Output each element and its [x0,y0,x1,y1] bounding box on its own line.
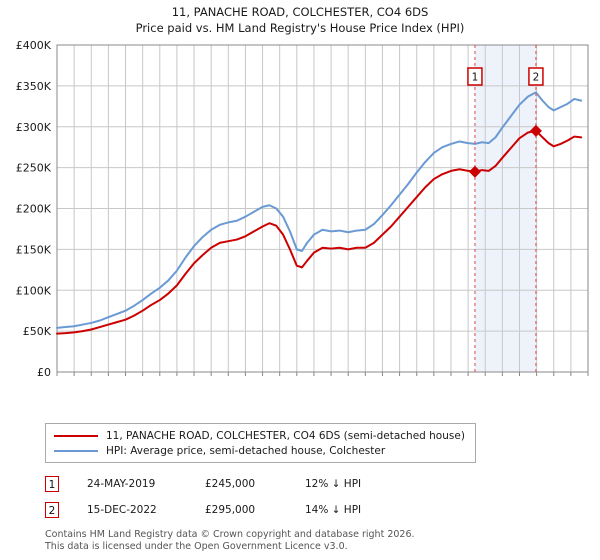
y-axis-tick-label: £200K [16,203,52,216]
legend-swatch-price-paid [54,434,98,437]
transaction-date-2: 15-DEC-2022 [87,504,157,516]
y-axis-tick-label: £100K [16,284,52,297]
marker-label-box [528,67,544,86]
legend-item-hpi: HPI: Average price, semi-detached house,… [52,443,469,458]
table-row[interactable]: 1 24-MAY-2019 £245,000 12% ↓ HPI [45,471,485,497]
table-row[interactable]: 2 15-DEC-2022 £295,000 14% ↓ HPI [45,497,485,523]
transaction-badge-2: 2 [45,502,59,518]
legend-label-price-paid: 11, PANACHE ROAD, COLCHESTER, CO4 6DS (s… [106,429,465,442]
y-axis-tick-label: £0 [37,366,51,378]
legend-item-price-paid: 11, PANACHE ROAD, COLCHESTER, CO4 6DS (s… [52,428,469,443]
y-axis-tick-label: £400K [16,39,52,52]
series-line-price-paid [56,129,583,335]
y-axis-tick-label: £250K [16,162,52,175]
chart-legend: 11, PANACHE ROAD, COLCHESTER, CO4 6DS (s… [45,423,476,463]
transaction-point-marker [468,165,481,178]
transaction-badge-1: 1 [45,476,59,492]
y-axis-tick-label: £350K [16,80,52,93]
chart-svg: £0 £50K £100K £150K £200K £250K £300K £350K £400… [16,39,589,378]
marker-label-text: 2 [533,72,540,84]
footer-line-1: Contains HM Land Registry data © Crown c… [45,529,415,540]
title-main: 11, PANACHE ROAD, COLCHESTER, CO4 6DS [171,5,429,19]
marker-label-text: 1 [472,72,479,84]
transaction-price-1: £245,000 [205,478,256,490]
y-axis-tick-label: £150K [16,243,52,256]
price-history-chart: £0 £50K £100K £150K £200K £250K £300K £350K £400… [0,38,600,378]
footer-attribution: Contains HM Land Registry data © Crown c… [45,529,565,552]
page-title: 11, PANACHE ROAD, COLCHESTER, CO4 6DS Pr… [0,4,600,36]
series-line-hpi [56,91,583,329]
legend-label-hpi: HPI: Average price, semi-detached house,… [106,444,386,457]
transaction-point-marker [529,124,542,137]
y-axis-tick-label: £300K [16,121,52,134]
marker-label-box [467,67,483,86]
transaction-date-1: 24-MAY-2019 [87,478,156,490]
footer-line-2: This data is licensed under the Open Gov… [45,540,348,552]
legend-swatch-hpi [54,449,98,452]
transaction-delta-2: 14% ↓ HPI [305,504,362,516]
transaction-price-2: £295,000 [205,504,256,516]
y-axis-tick-label: £50K [23,325,52,338]
title-sub: Price paid vs. HM Land Registry's House … [135,21,465,35]
transaction-delta-1: 12% ↓ HPI [305,478,362,490]
plot-frame [56,44,589,373]
transactions-table: 1 24-MAY-2019 £245,000 12% ↓ HPI 2 15-DE… [45,471,485,523]
